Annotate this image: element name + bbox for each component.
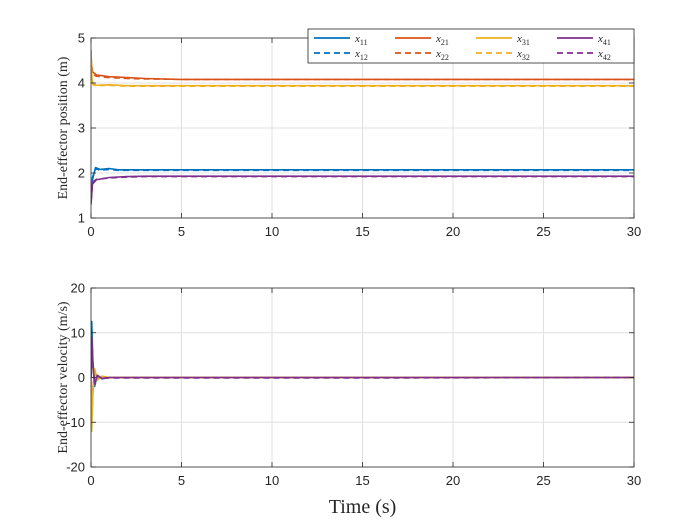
y-tick-label: 1: [78, 211, 85, 226]
x-axis-label: Time (s): [329, 496, 397, 518]
legend-label-x41: x41: [597, 33, 611, 47]
x-tick-label: 20: [446, 224, 460, 239]
legend-label-x31: x31: [516, 33, 530, 47]
x-tick-label: 0: [87, 224, 94, 239]
legend-label-x21: x21: [435, 33, 449, 47]
x-tick-label: 15: [355, 224, 369, 239]
x-tick-label: 10: [265, 224, 279, 239]
legend-box: [307, 28, 635, 64]
y-tick-label: -10: [66, 415, 85, 430]
x-tick-label: 5: [178, 473, 185, 488]
x-tick-label: 20: [446, 473, 460, 488]
series-line-x22: [91, 55, 634, 81]
y-tick-label: 0: [78, 370, 85, 385]
legend-label-x22: x22: [435, 48, 449, 62]
x-tick-label: 5: [178, 224, 185, 239]
y-tick-label: 2: [78, 166, 85, 181]
x-tick-label: 10: [265, 473, 279, 488]
x-tick-label: 15: [355, 473, 369, 488]
series-line-x42: [91, 340, 634, 383]
x-tick-label: 25: [536, 473, 550, 488]
y-tick-label: -20: [66, 460, 85, 475]
series-group: [91, 49, 634, 205]
y-tick-label: 10: [71, 325, 85, 340]
x-tick-label: 30: [627, 224, 641, 239]
x-tick-label: 30: [627, 473, 641, 488]
legend-label-x11: x11: [354, 33, 368, 47]
y-tick-label: 4: [78, 76, 85, 91]
legend-label-x32: x32: [516, 48, 530, 62]
position-subplot: 0 5 10 15 20 25 30 1 2 3 4 5 End-effector position (…: [56, 28, 641, 239]
series-line-x31: [91, 49, 634, 87]
series-line-x12: [91, 167, 634, 201]
y-tick-label: 5: [78, 31, 85, 46]
series-line-x32: [91, 368, 634, 428]
y-axis-label: End-effector velocity (m/s): [56, 301, 71, 453]
legend-label-x12: x12: [354, 48, 368, 62]
series-line-x42: [91, 175, 634, 203]
series-group: [91, 320, 634, 433]
legend-label-x42: x42: [597, 48, 611, 62]
x-tick-label: 0: [87, 473, 94, 488]
y-tick-label: 20: [71, 281, 85, 296]
y-axis-label: End-effector position (m): [56, 56, 71, 199]
x-tick-label: 25: [536, 224, 550, 239]
y-tick-label: 3: [78, 121, 85, 136]
